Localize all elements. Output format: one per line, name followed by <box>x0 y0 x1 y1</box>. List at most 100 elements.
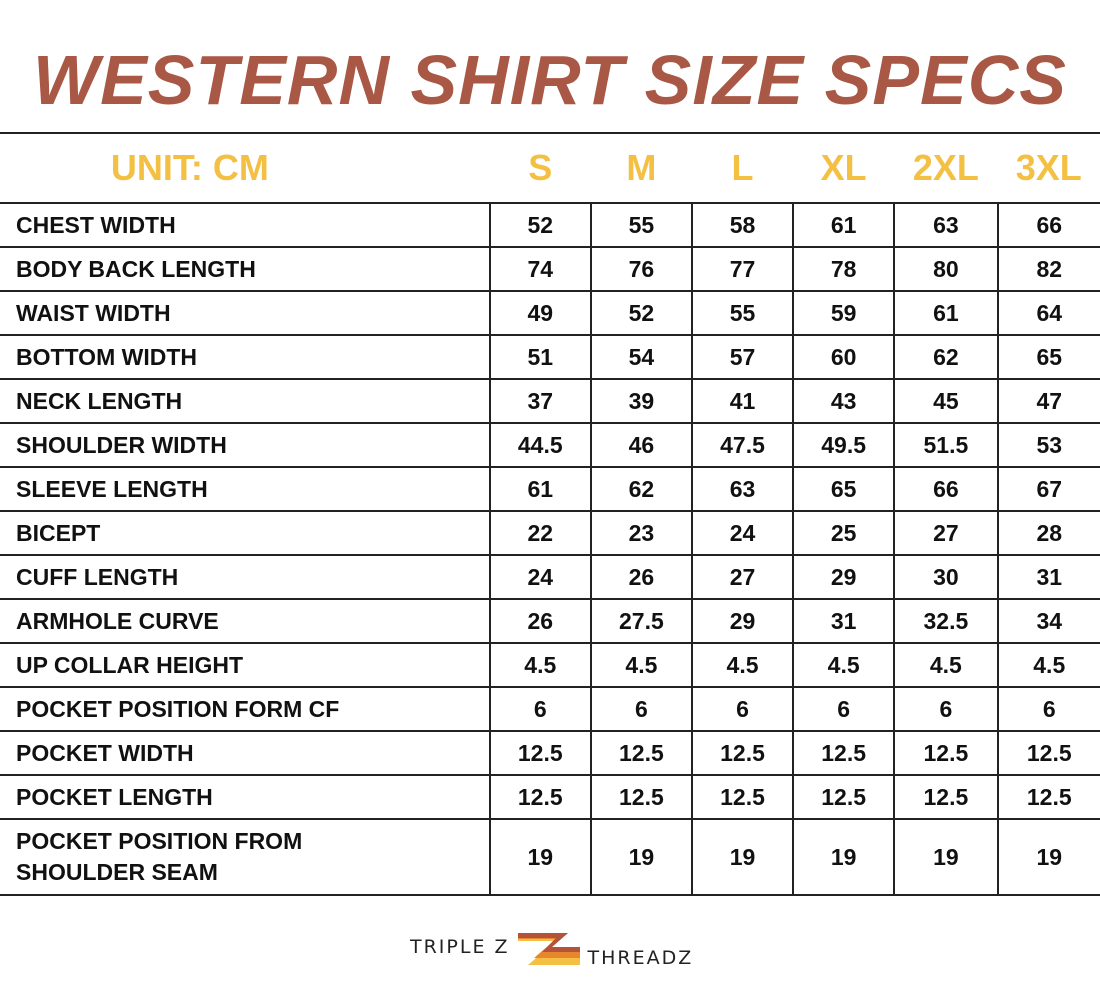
measurement-value: 60 <box>792 335 895 380</box>
table-row: POCKET LENGTH 12.5 12.5 12.5 12.5 12.5 12.5 <box>0 775 1100 820</box>
size-header-l: L <box>691 133 794 204</box>
measurement-value: 24 <box>690 511 794 556</box>
measurement-value: 45 <box>893 379 998 424</box>
table-row: POCKET POSITION FORM CF 6 6 6 6 6 6 <box>0 687 1100 732</box>
measurement-value: 31 <box>996 555 1100 600</box>
measurement-value: 24 <box>488 555 591 600</box>
measurement-value: 19 <box>589 819 692 896</box>
measurement-value: 55 <box>589 203 692 248</box>
measurement-value: 61 <box>488 467 591 512</box>
measurement-label: BOTTOM WIDTH <box>0 335 490 380</box>
measurement-value: 59 <box>792 291 895 336</box>
measurement-label: SHOULDER WIDTH <box>0 423 490 468</box>
table-row: WAIST WIDTH 49 52 55 59 61 64 <box>0 291 1100 336</box>
measurement-value: 31 <box>792 599 895 644</box>
measurement-value: 27 <box>690 555 794 600</box>
measurement-value: 6 <box>488 687 591 732</box>
measurement-value: 4.5 <box>893 643 998 688</box>
measurement-value: 37 <box>488 379 591 424</box>
size-header-3xl: 3XL <box>997 133 1100 204</box>
measurement-value: 44.5 <box>488 423 591 468</box>
measurement-value: 51.5 <box>893 423 998 468</box>
measurement-value: 64 <box>996 291 1100 336</box>
measurement-value: 57 <box>690 335 794 380</box>
measurement-label: CUFF LENGTH <box>0 555 490 600</box>
measurement-value: 82 <box>996 247 1100 292</box>
table-row: CUFF LENGTH 24 26 27 29 30 31 <box>0 555 1100 600</box>
measurement-value: 58 <box>690 203 794 248</box>
measurement-value: 6 <box>792 687 895 732</box>
measurement-value: 49 <box>488 291 591 336</box>
measurement-value: 80 <box>893 247 998 292</box>
measurement-label: POCKET WIDTH <box>0 731 490 776</box>
measurement-value: 4.5 <box>488 643 591 688</box>
measurement-label: SLEEVE LENGTH <box>0 467 490 512</box>
measurement-label: POCKET LENGTH <box>0 775 490 820</box>
measurement-value: 65 <box>792 467 895 512</box>
measurement-value: 41 <box>690 379 794 424</box>
measurement-value: 19 <box>893 819 998 896</box>
measurement-value: 47 <box>996 379 1100 424</box>
measurement-value: 43 <box>792 379 895 424</box>
measurement-value: 77 <box>690 247 794 292</box>
z-logo-icon <box>517 933 580 965</box>
measurement-label: CHEST WIDTH <box>0 203 490 248</box>
measurement-value: 6 <box>893 687 998 732</box>
unit-label: UNIT: CM <box>0 133 490 204</box>
measurement-value: 32.5 <box>893 599 998 644</box>
measurement-value: 30 <box>893 555 998 600</box>
measurement-value: 12.5 <box>690 731 794 776</box>
measurement-value: 55 <box>690 291 794 336</box>
measurement-value: 12.5 <box>893 775 998 820</box>
brand-logo: TRIPLE Z THREADZ <box>410 925 693 969</box>
table-row: NECK LENGTH 37 39 41 43 45 47 <box>0 379 1100 424</box>
table-row: POCKET WIDTH 12.5 12.5 12.5 12.5 12.5 12.5 <box>0 731 1100 776</box>
table-row: CHEST WIDTH 52 55 58 61 63 66 <box>0 203 1100 248</box>
measurement-label: POCKET POSITION FROM SHOULDER SEAM <box>0 819 490 896</box>
measurement-label: WAIST WIDTH <box>0 291 490 336</box>
logo-text-left: TRIPLE Z <box>410 936 510 958</box>
measurement-label: NECK LENGTH <box>0 379 490 424</box>
measurement-value: 12.5 <box>792 775 895 820</box>
measurement-value: 6 <box>589 687 692 732</box>
measurement-label: BODY BACK LENGTH <box>0 247 490 292</box>
measurement-value: 78 <box>792 247 895 292</box>
measurement-value: 67 <box>996 467 1100 512</box>
measurement-value: 25 <box>792 511 895 556</box>
measurement-value: 12.5 <box>589 731 692 776</box>
measurement-value: 27.5 <box>589 599 692 644</box>
size-header-xl: XL <box>793 133 895 204</box>
measurement-value: 19 <box>996 819 1100 896</box>
measurement-value: 53 <box>996 423 1100 468</box>
measurement-value: 27 <box>893 511 998 556</box>
measurement-value: 66 <box>893 467 998 512</box>
measurement-value: 12.5 <box>690 775 794 820</box>
size-header-m: M <box>590 133 692 204</box>
table-row: ARMHOLE CURVE 26 27.5 29 31 32.5 34 <box>0 599 1100 644</box>
table-row: BOTTOM WIDTH 51 54 57 60 62 65 <box>0 335 1100 380</box>
measurement-value: 23 <box>589 511 692 556</box>
table-row: POCKET POSITION FROM SHOULDER SEAM 19 19 19… <box>0 819 1100 896</box>
measurement-value: 62 <box>589 467 692 512</box>
measurement-value: 26 <box>488 599 591 644</box>
measurement-value: 19 <box>488 819 591 896</box>
measurement-value: 46 <box>589 423 692 468</box>
measurement-value: 4.5 <box>792 643 895 688</box>
measurement-value: 12.5 <box>589 775 692 820</box>
measurement-value: 39 <box>589 379 692 424</box>
measurement-label: BICEPT <box>0 511 490 556</box>
measurement-value: 6 <box>690 687 794 732</box>
measurement-value: 12.5 <box>996 731 1100 776</box>
measurement-value: 61 <box>893 291 998 336</box>
measurement-value: 74 <box>488 247 591 292</box>
measurement-value: 76 <box>589 247 692 292</box>
measurement-value: 29 <box>690 599 794 644</box>
table-row: BICEPT 22 23 24 25 27 28 <box>0 511 1100 556</box>
measurement-value: 12.5 <box>488 731 591 776</box>
measurement-value: 29 <box>792 555 895 600</box>
table-row: BODY BACK LENGTH 74 76 77 78 80 82 <box>0 247 1100 292</box>
measurement-value: 19 <box>792 819 895 896</box>
measurement-value: 47.5 <box>690 423 794 468</box>
size-table: UNIT: CM S M L XL 2XL 3XL CHEST WIDTH 52 55 58 61 63… <box>0 132 1100 896</box>
measurement-label: ARMHOLE CURVE <box>0 599 490 644</box>
